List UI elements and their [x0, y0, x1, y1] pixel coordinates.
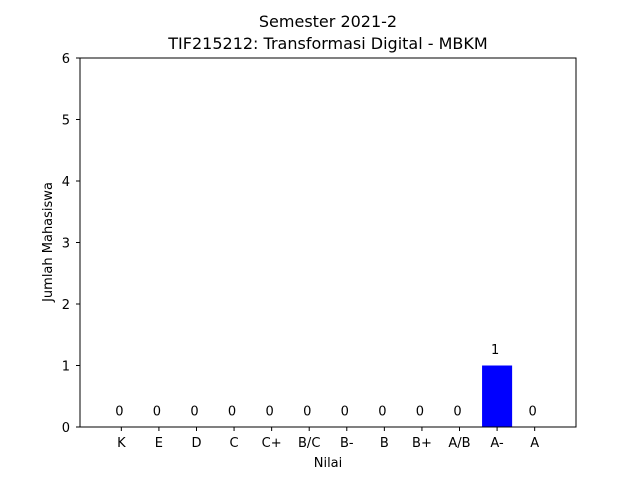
x-tick-label-B/C: B/C	[298, 436, 320, 451]
x-axis-label: Nilai	[314, 456, 343, 471]
chart-title-line1: Semester 2021-2	[259, 12, 397, 31]
chart-title-line2: TIF215212: Transformasi Digital - MBKM	[167, 34, 487, 53]
bars-group	[482, 365, 513, 427]
bar-A-	[482, 365, 513, 427]
data-label-E: 0	[153, 405, 161, 420]
data-label-A: 0	[529, 405, 537, 420]
plot-area-frame	[79, 57, 577, 428]
x-tick-label-E: E	[155, 436, 163, 451]
y-axis-label: Jumlah Mahasiswa	[41, 182, 56, 303]
data-label-B+: 0	[416, 405, 424, 420]
x-tick-label-C: C	[230, 436, 239, 451]
y-tick-label-5: 5	[62, 114, 70, 129]
data-label-C: 0	[228, 405, 236, 420]
data-label-B-: 0	[341, 405, 349, 420]
y-tick-label-3: 3	[62, 237, 70, 252]
x-tick-label-C+: C+	[262, 436, 282, 451]
x-tick-label-D: D	[191, 436, 201, 451]
x-tick-label-B+: B+	[412, 436, 432, 451]
x-tick-label-B-: B-	[340, 436, 354, 451]
data-label-D: 0	[190, 405, 198, 420]
x-tick-label-A-: A-	[490, 436, 504, 451]
x-tick-label-B: B	[380, 436, 389, 451]
data-label-B: 0	[378, 405, 386, 420]
y-tick-label-2: 2	[62, 298, 70, 313]
data-label-A/B: 0	[453, 405, 461, 420]
x-tick-label-A: A	[530, 436, 539, 451]
y-tick-label-6: 6	[62, 52, 70, 67]
data-label-B/C: 0	[303, 405, 311, 420]
y-tick-label-4: 4	[62, 175, 70, 190]
x-axis-ticks: K E D C C+ B/C B- B B+ A/B A- A	[117, 427, 539, 451]
y-axis-ticks: 0 1 2 3 4 5 6	[62, 52, 80, 436]
y-tick-label-0: 0	[62, 421, 70, 436]
data-label-A-: 1	[491, 343, 499, 358]
data-label-C+: 0	[265, 405, 273, 420]
y-tick-label-1: 1	[62, 360, 70, 375]
data-labels-group: 0 0 0 0 0 0 0 0 0 0 1 0	[115, 343, 537, 420]
x-tick-label-K: K	[117, 436, 126, 451]
data-label-K: 0	[115, 405, 123, 420]
x-tick-label-A/B: A/B	[448, 436, 470, 451]
